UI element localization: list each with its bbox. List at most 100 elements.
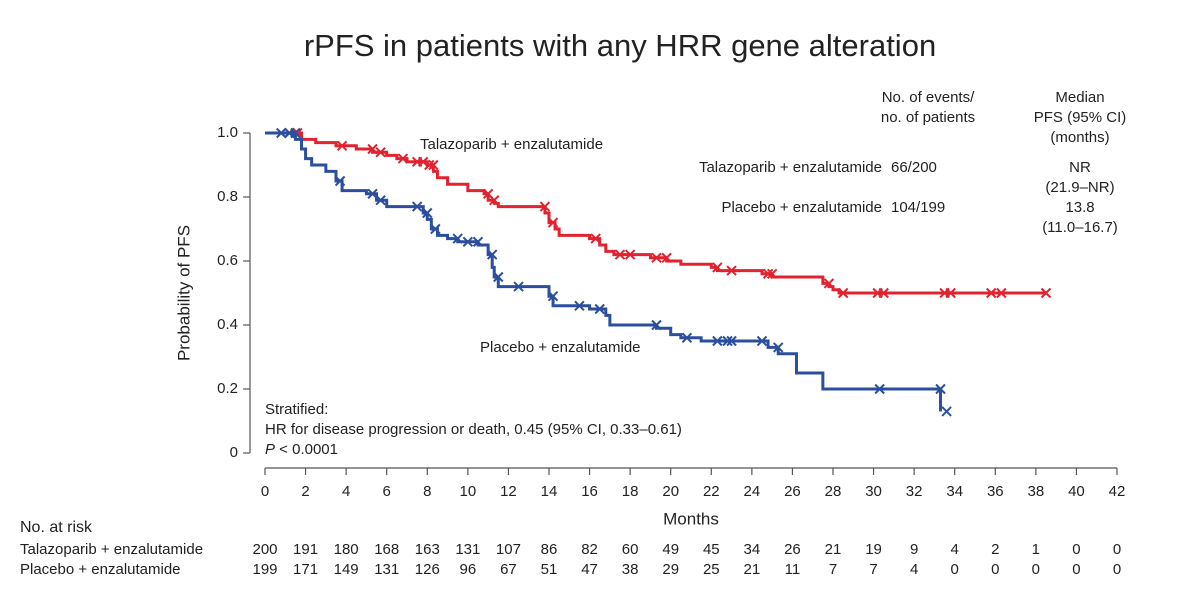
censor-mark	[513, 281, 524, 292]
note: P < 0.0001	[265, 441, 338, 458]
risk-value: 126	[415, 561, 440, 578]
y-tick-label: 0.2	[217, 380, 238, 397]
censor-mark	[486, 249, 498, 260]
risk-value: 168	[374, 541, 399, 558]
censor-mark	[935, 383, 946, 395]
risk-title: No. at risk	[20, 519, 93, 536]
x-tick-label: 34	[946, 483, 963, 500]
risk-value: 49	[662, 541, 679, 558]
risk-value: 82	[581, 541, 598, 558]
x-tick-label: 24	[744, 483, 761, 500]
y-tick-label: 0.6	[217, 252, 238, 269]
p-value: < 0.0001	[275, 441, 338, 458]
censor-mark	[996, 287, 1007, 299]
censor-mark	[594, 303, 605, 315]
risk-row-label: Placebo + enzalutamide	[20, 561, 181, 578]
risk-value: 200	[252, 541, 277, 558]
x-tick-label: 12	[500, 483, 517, 500]
table-header: (months)	[1050, 129, 1109, 146]
x-tick-label: 28	[825, 483, 842, 500]
table-cell: 13.8	[1065, 199, 1094, 216]
table-header: PFS (95% CI)	[1034, 109, 1127, 126]
risk-value: 25	[703, 561, 720, 578]
censor-mark	[756, 335, 768, 347]
x-tick-label: 36	[987, 483, 1004, 500]
x-tick-label: 16	[581, 483, 598, 500]
risk-value: 60	[622, 541, 639, 558]
chart-title: rPFS in patients with any HRR gene alter…	[304, 28, 936, 63]
censor-mark	[489, 194, 500, 206]
censor-mark	[712, 335, 723, 347]
censor-mark	[574, 300, 585, 312]
censor-mark	[411, 201, 423, 212]
censor-mark	[681, 332, 693, 344]
censor-mark	[493, 271, 504, 283]
censor-mark	[726, 335, 737, 347]
x-tick-label: 2	[301, 483, 309, 500]
censor-mark	[651, 252, 662, 264]
risk-value: 34	[744, 541, 761, 558]
risk-value: 7	[869, 561, 877, 578]
risk-value: 0	[1072, 541, 1080, 558]
x-tick-label: 42	[1109, 483, 1126, 500]
x-tick-label: 4	[342, 483, 350, 500]
risk-value: 107	[496, 541, 521, 558]
table-cell: 104/199	[891, 199, 945, 216]
censor-mark	[422, 207, 433, 219]
risk-value: 26	[784, 541, 801, 558]
censor-mark	[462, 236, 474, 248]
censor-mark	[837, 287, 849, 299]
y-axis-label: Probability of PFS	[174, 225, 193, 361]
table-cell: 66/200	[891, 159, 937, 176]
y-tick-label: 0.4	[217, 316, 238, 333]
risk-value: 171	[293, 561, 318, 578]
censor-mark	[1040, 287, 1052, 299]
censor-mark	[539, 201, 551, 212]
table-header: Median	[1055, 89, 1104, 106]
note: Stratified:	[265, 401, 328, 418]
series-label: Placebo + enzalutamide	[480, 339, 641, 356]
risk-value: 0	[1113, 541, 1121, 558]
risk-value: 0	[1032, 561, 1040, 578]
x-axis-label: Months	[663, 509, 719, 528]
x-tick-label: 40	[1068, 483, 1085, 500]
censor-mark	[661, 252, 672, 264]
risk-value: 0	[991, 561, 999, 578]
censor-mark	[418, 156, 429, 168]
x-tick-label: 38	[1028, 483, 1045, 500]
x-tick-label: 20	[662, 483, 679, 500]
censor-mark	[334, 175, 346, 187]
risk-value: 21	[825, 541, 842, 558]
x-tick-label: 6	[383, 483, 391, 500]
risk-value: 2	[991, 541, 999, 558]
note: HR for disease progression or death, 0.4…	[265, 421, 682, 438]
censor-mark	[941, 406, 952, 417]
x-tick-label: 32	[906, 483, 923, 500]
risk-value: 11	[785, 561, 801, 578]
censor-mark	[276, 127, 287, 139]
risk-value: 0	[951, 561, 959, 578]
table-cell: NR	[1069, 159, 1091, 176]
censor-mark	[712, 262, 723, 273]
table-row-label: Placebo + enzalutamide	[721, 199, 882, 216]
censor-mark	[428, 159, 439, 171]
x-tick-label: 22	[703, 483, 720, 500]
risk-value: 45	[703, 541, 720, 558]
censor-mark	[367, 188, 378, 200]
censor-mark	[547, 290, 559, 302]
censor-mark	[375, 194, 386, 206]
censor-mark	[878, 287, 889, 299]
censor-mark	[375, 146, 386, 158]
censor-mark	[547, 217, 559, 228]
x-tick-label: 8	[423, 483, 431, 500]
censor-mark	[614, 249, 626, 260]
risk-value: 4	[951, 541, 959, 558]
risk-value: 21	[744, 561, 761, 578]
risk-value: 19	[865, 541, 882, 558]
survival-curve	[265, 131, 1046, 295]
x-tick-label: 18	[622, 483, 639, 500]
p-symbol: P	[265, 441, 275, 458]
risk-value: 47	[581, 561, 598, 578]
x-tick-label: 0	[261, 483, 269, 500]
risk-value: 163	[415, 541, 440, 558]
